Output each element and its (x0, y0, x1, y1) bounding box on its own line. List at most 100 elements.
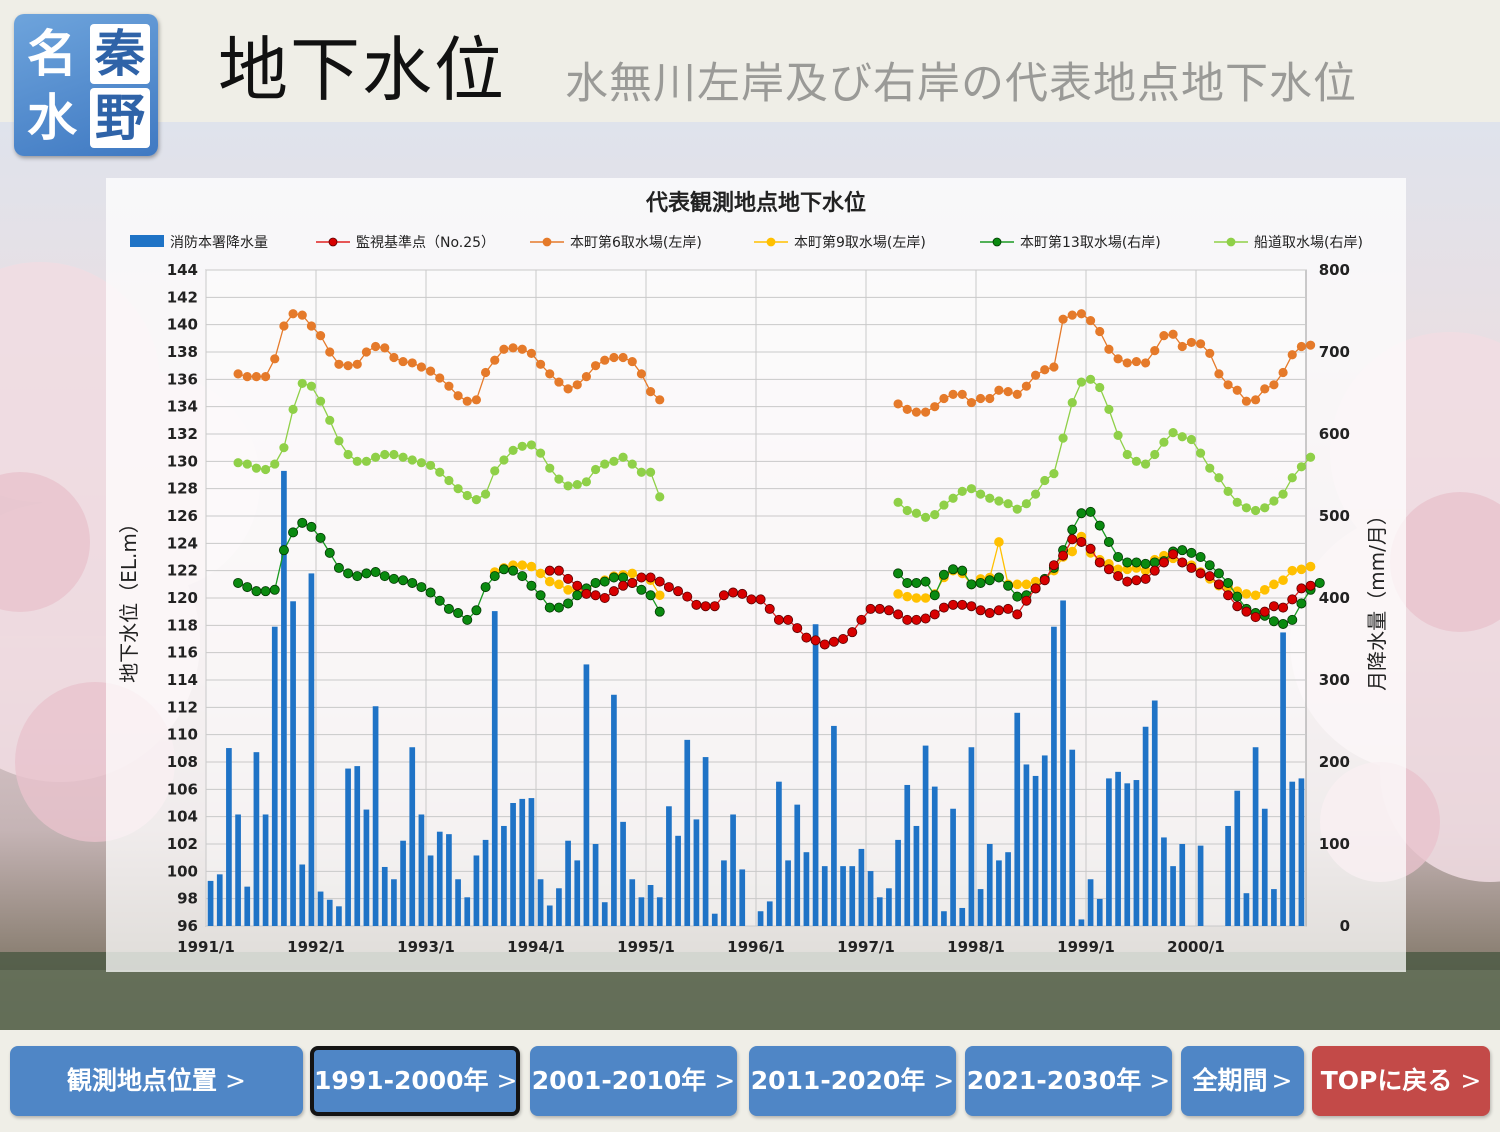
series-point (1085, 374, 1096, 384)
y2-tick-label: 400 (1319, 589, 1350, 607)
series-point (498, 564, 509, 575)
series-point (911, 407, 922, 417)
series-point (325, 415, 335, 425)
series-point (819, 639, 830, 650)
series-point (618, 580, 629, 591)
series-point (1177, 557, 1188, 568)
nav-button-location[interactable]: 観測地点位置 > (10, 1046, 303, 1116)
series-point (1103, 536, 1114, 547)
series-point (352, 359, 362, 369)
x-tick-label: 1997/1 (837, 938, 895, 956)
series-point (930, 510, 940, 520)
y2-tick-label: 800 (1319, 261, 1350, 279)
series-point (663, 582, 674, 593)
series-point (444, 475, 454, 486)
nav-button-2011-2020[interactable]: 2011-2020年 > (749, 1046, 956, 1116)
series-point (1140, 573, 1151, 584)
series-point (1067, 310, 1077, 320)
nav-button-top[interactable]: TOPに戻る > (1312, 1046, 1490, 1116)
series-point (1305, 452, 1316, 462)
rain-bar (1005, 852, 1011, 926)
rain-bar (611, 694, 617, 926)
series-point (902, 404, 912, 414)
series-point (1040, 475, 1050, 486)
series-point (389, 352, 399, 363)
series-point (388, 573, 399, 584)
nav-button-1991-2000[interactable]: 1991-2000年 > (310, 1046, 520, 1116)
rain-bar (812, 624, 819, 926)
series-point (938, 602, 949, 613)
rain-bar (968, 747, 975, 926)
nav-button-all-period[interactable]: 全期間 > (1181, 1046, 1304, 1116)
series-point (1140, 459, 1151, 469)
series-point (1113, 551, 1124, 562)
series-point (1223, 577, 1234, 588)
series-point (883, 605, 894, 616)
legend-label: 本町第13取水場(右岸) (1020, 234, 1161, 251)
series-point (1177, 341, 1187, 352)
series-point (407, 455, 417, 465)
series-point (608, 572, 619, 583)
series-point (554, 474, 564, 484)
series-point (1250, 395, 1261, 405)
series-point (315, 396, 326, 406)
chevron-right-icon: > (933, 1066, 955, 1095)
series-point (370, 452, 381, 462)
series-point (251, 586, 262, 597)
y-tick-label: 104 (167, 808, 198, 826)
legend-swatch-marker (328, 237, 338, 247)
y-tick-label: 116 (167, 644, 198, 662)
y-tick-label: 140 (167, 316, 198, 334)
series-point (1131, 557, 1142, 568)
rain-bar (986, 844, 993, 926)
nav-button-2021-2030[interactable]: 2021-2030年 > (965, 1046, 1172, 1116)
series-point (535, 568, 546, 579)
series-point (306, 321, 317, 331)
series-point (1113, 354, 1123, 364)
series-point (911, 593, 922, 603)
series-point (1186, 562, 1197, 573)
series-point (975, 605, 986, 616)
nav-button-2001-2010[interactable]: 2001-2010年 > (530, 1046, 737, 1116)
rain-bar (436, 831, 443, 926)
series-point (480, 489, 491, 499)
series-point (1094, 520, 1105, 531)
series-point (233, 458, 243, 468)
series-point (938, 569, 949, 580)
rain-bar (730, 814, 736, 926)
series-point (526, 348, 537, 358)
series-point (911, 614, 922, 625)
rain-bar (1069, 749, 1076, 926)
rain-bar (895, 839, 901, 926)
series-point (920, 407, 931, 417)
rain-bar (1078, 919, 1085, 926)
series-point (1021, 579, 1032, 590)
series-point (920, 512, 931, 522)
rain-bar (803, 852, 810, 926)
rain-bar (711, 913, 718, 926)
rain-bar (601, 902, 608, 926)
rain-bar (1087, 879, 1094, 926)
rain-bar (1261, 808, 1268, 926)
series-point (1241, 606, 1252, 617)
rain-bar (941, 911, 947, 926)
series-point (297, 378, 307, 389)
series-point (499, 455, 509, 465)
rain-bar (904, 784, 911, 926)
series-point (517, 441, 527, 451)
series-point (1259, 584, 1270, 595)
series-point (435, 373, 445, 383)
series-point (893, 497, 903, 507)
rain-bar (281, 470, 287, 926)
y-tick-label: 114 (167, 671, 198, 689)
rain-bar (446, 834, 452, 926)
series-point (966, 601, 977, 612)
series-point (1232, 497, 1242, 507)
y-tick-label: 106 (167, 780, 198, 798)
series-point (297, 310, 307, 320)
series-point (599, 592, 610, 603)
series-point (1021, 499, 1032, 509)
series-point (325, 347, 335, 357)
logo[interactable]: 名 秦 水 野 (14, 14, 158, 156)
series-point (1150, 346, 1160, 356)
